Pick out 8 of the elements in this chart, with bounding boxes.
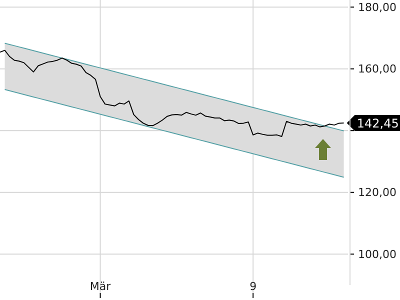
x-tick-label: 9 [250, 280, 257, 293]
y-tick-label: 100,00 [358, 248, 396, 261]
line-series [4, 89, 344, 178]
y-tick-label: 120,00 [358, 186, 396, 200]
x-tick-label: Mär [90, 280, 112, 293]
y-tick-label: 180,00 [358, 0, 396, 14]
y-tick-label: 160,00 [358, 62, 396, 76]
text: 142,45 [356, 116, 399, 130]
